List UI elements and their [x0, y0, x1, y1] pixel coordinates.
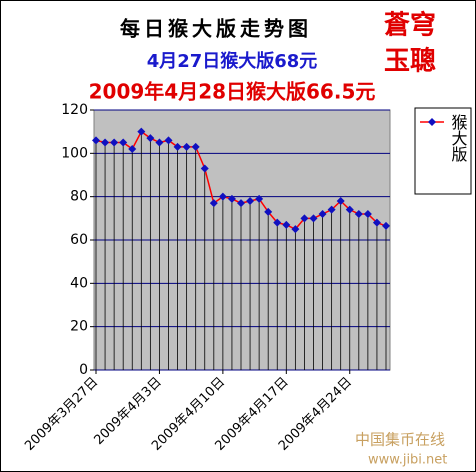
legend-marker [428, 118, 436, 126]
marker [218, 192, 227, 201]
marker [128, 145, 137, 153]
marker [273, 218, 282, 227]
marker [246, 197, 255, 205]
marker [345, 205, 354, 214]
marker [92, 136, 100, 145]
marker [227, 194, 236, 203]
y-tick-label: 60 [70, 232, 88, 248]
marker [182, 142, 191, 151]
chart-subtitle: 4月27日猴大版68元 [147, 50, 318, 72]
watermark: 中国集币在线 [355, 431, 445, 449]
marker [282, 220, 291, 229]
marker [200, 164, 209, 173]
marker [382, 221, 390, 230]
marker [146, 134, 155, 143]
marker [300, 214, 309, 223]
marker [101, 138, 110, 147]
marker [327, 205, 336, 214]
marker [155, 138, 164, 147]
marker [309, 214, 318, 223]
y-tick-label: 20 [70, 319, 88, 335]
marker [363, 210, 372, 218]
marker [336, 197, 345, 205]
seal-text: 玉聰 [384, 46, 436, 77]
y-tick-label: 100 [61, 145, 88, 161]
marker [191, 142, 200, 151]
y-tick-label: 40 [70, 275, 88, 291]
marker [291, 225, 300, 234]
marker [372, 218, 381, 227]
marker [164, 136, 173, 145]
marker [173, 142, 182, 151]
chart-subtitle2: 2009年4月28日猴大版66.5元 [89, 80, 376, 104]
y-tick-label: 0 [79, 362, 88, 378]
marker [137, 127, 146, 136]
marker [119, 138, 128, 147]
marker [255, 194, 264, 203]
marker [237, 199, 245, 208]
marker [264, 207, 273, 216]
marker [110, 138, 119, 147]
y-tick-label: 80 [70, 189, 88, 205]
marker [318, 210, 327, 218]
chart-title: 每日猴大版走势图 [120, 17, 312, 41]
watermark: www.jibi.net [368, 453, 447, 468]
y-tick-label: 120 [61, 102, 88, 118]
legend-label: 猴大版 [449, 114, 468, 162]
marker [354, 210, 363, 218]
seal-text: 蒼穹 [384, 10, 436, 41]
marker [209, 199, 218, 208]
